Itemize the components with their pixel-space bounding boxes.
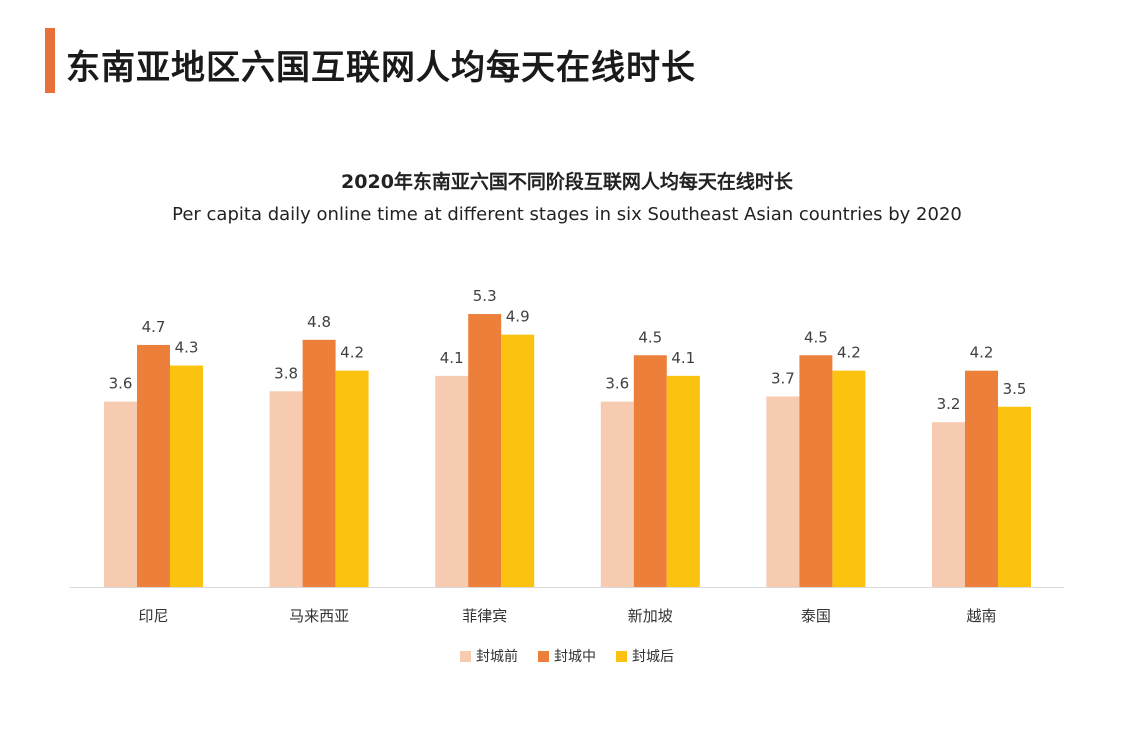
bar-before-1 <box>269 391 303 587</box>
bar-after-0 <box>170 365 203 587</box>
title-accent-bar <box>45 28 55 93</box>
chart-subtitle: Per capita daily online time at differen… <box>172 204 962 225</box>
chart-title: 2020年东南亚六国不同阶段互联网人均每天在线时长 <box>341 171 793 193</box>
data-label-after-2: 4.9 <box>506 308 530 326</box>
data-label-after-0: 4.3 <box>175 339 199 357</box>
legend-label-before: 封城前 <box>476 649 518 665</box>
bar-after-2 <box>501 334 535 587</box>
bar-after-1 <box>335 370 369 587</box>
data-label-after-4: 4.2 <box>837 344 861 362</box>
data-label-after-3: 4.1 <box>671 349 695 367</box>
bar-before-5 <box>932 422 965 587</box>
bar-during-3 <box>633 355 667 587</box>
data-label-before-2: 4.1 <box>440 349 464 367</box>
bar-during-2 <box>468 314 502 587</box>
bar-before-3 <box>600 401 634 587</box>
bar-during-5 <box>965 370 998 587</box>
data-label-before-5: 3.2 <box>937 395 961 413</box>
bar-before-4 <box>766 396 800 587</box>
x-tick-label-3: 新加坡 <box>628 607 673 625</box>
legend-label-after: 封城后 <box>632 649 674 665</box>
x-tick-label-0: 印尼 <box>138 607 168 625</box>
x-tick-label-2: 菲律宾 <box>462 607 507 625</box>
bar-during-1 <box>302 339 336 587</box>
bar-after-5 <box>998 406 1031 587</box>
data-label-before-3: 3.6 <box>605 375 629 393</box>
data-label-before-0: 3.6 <box>109 375 133 393</box>
data-label-after-5: 3.5 <box>1003 380 1027 398</box>
data-label-during-0: 4.7 <box>142 318 166 336</box>
legend-item-during: 封城中 <box>538 646 596 666</box>
bar-before-2 <box>435 375 469 587</box>
data-label-before-1: 3.8 <box>274 364 298 382</box>
page-title: 东南亚地区六国互联网人均每天在线时长 <box>66 48 696 88</box>
chart-legend: 封城前 封城中 封城后 <box>0 646 1134 666</box>
legend-swatch-after <box>616 650 627 662</box>
data-label-during-1: 4.8 <box>307 313 331 331</box>
data-label-during-4: 4.5 <box>804 328 828 346</box>
data-label-after-1: 4.2 <box>340 344 364 362</box>
legend-item-after: 封城后 <box>616 646 674 666</box>
legend-item-before: 封城前 <box>460 646 518 666</box>
legend-swatch-before <box>460 650 471 662</box>
bar-before-0 <box>104 401 137 587</box>
data-label-during-2: 5.3 <box>473 287 497 305</box>
x-tick-label-4: 泰国 <box>801 607 831 625</box>
bar-after-4 <box>832 370 866 587</box>
legend-label-during: 封城中 <box>554 649 596 665</box>
x-tick-label-5: 越南 <box>966 607 996 625</box>
bar-during-0 <box>137 344 170 587</box>
data-label-before-4: 3.7 <box>771 369 795 387</box>
legend-swatch-during <box>538 650 549 662</box>
data-label-during-3: 4.5 <box>638 328 662 346</box>
x-tick-label-1: 马来西亚 <box>289 607 349 625</box>
data-label-during-5: 4.2 <box>970 344 994 362</box>
bar-during-4 <box>799 355 833 587</box>
bar-after-3 <box>666 375 700 587</box>
